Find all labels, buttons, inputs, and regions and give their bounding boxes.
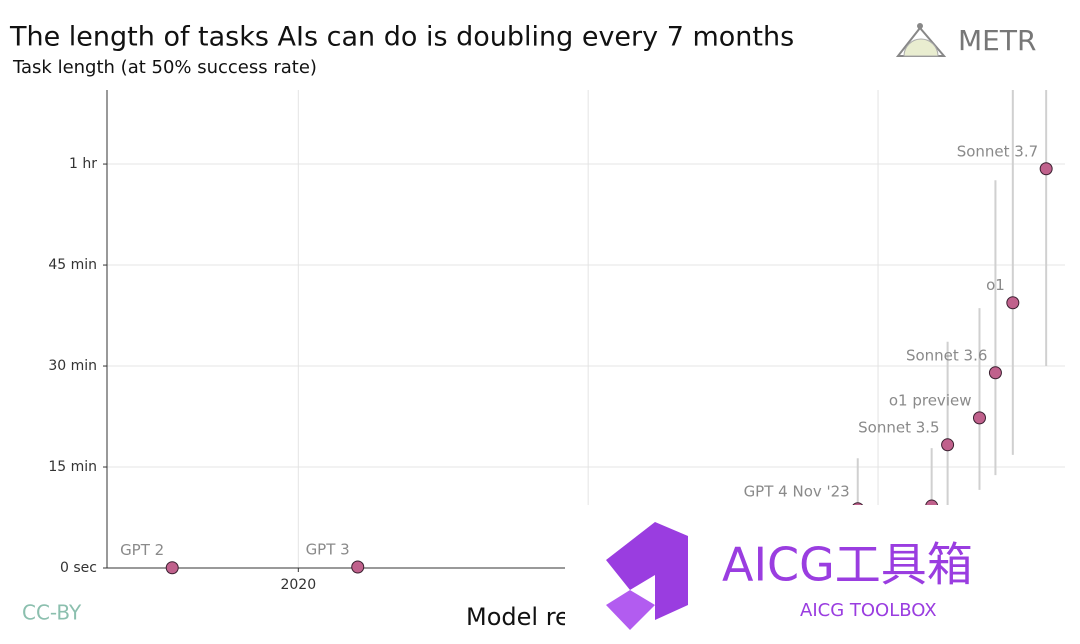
- y-tick-label: 15 min: [48, 459, 97, 475]
- point: [941, 438, 955, 452]
- y-tick-label: 1 hr: [69, 156, 97, 172]
- point-label: GPT 4 Nov '23: [744, 482, 850, 500]
- point: [972, 411, 986, 425]
- y-tick-label: 30 min: [48, 358, 97, 374]
- point-label: Sonnet 3.5: [858, 418, 939, 436]
- point: [165, 561, 179, 575]
- point: [1039, 162, 1053, 176]
- watermark-subtitle: AICG TOOLBOX: [800, 600, 937, 621]
- error-bars: [856, 90, 1048, 548]
- license: CC-BY: [22, 601, 82, 625]
- watermark: AICG工具箱 AICG TOOLBOX: [565, 505, 1080, 644]
- point: [1006, 296, 1020, 310]
- point-label: o1: [986, 276, 1005, 294]
- watermark-title: AICG工具箱: [722, 538, 973, 592]
- point-label: Sonnet 3.6: [906, 346, 987, 364]
- brand-name: METR: [958, 24, 1036, 57]
- point-label: Sonnet 3.7: [957, 142, 1038, 160]
- chart-title: The length of tasks AIs can do is doubli…: [9, 22, 794, 53]
- y-tick-label: 0 sec: [60, 560, 97, 576]
- y-tick-label: 45 min: [48, 257, 97, 273]
- point: [988, 366, 1002, 380]
- x-tick-label: 2020: [280, 577, 316, 593]
- chart-subtitle: Task length (at 50% success rate): [12, 57, 317, 78]
- point: [351, 560, 365, 574]
- point-label: GPT 2: [120, 541, 164, 559]
- point-label: o1 preview: [889, 391, 972, 409]
- brand-logo: [895, 23, 947, 57]
- point-label: GPT 3: [306, 540, 350, 558]
